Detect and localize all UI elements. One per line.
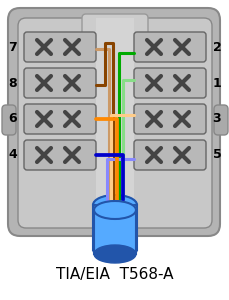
Text: TIA/EIA  T568-A: TIA/EIA T568-A <box>56 268 173 283</box>
FancyBboxPatch shape <box>82 14 147 36</box>
Ellipse shape <box>93 195 136 215</box>
FancyBboxPatch shape <box>18 18 211 228</box>
Text: 4: 4 <box>9 148 17 161</box>
Ellipse shape <box>94 245 135 263</box>
Text: 3: 3 <box>212 112 220 125</box>
Bar <box>95 18 134 228</box>
Text: 5: 5 <box>212 148 221 161</box>
Bar <box>94 210 135 254</box>
Bar <box>94 210 135 254</box>
Bar <box>82 18 147 33</box>
Text: 2: 2 <box>212 40 221 53</box>
FancyBboxPatch shape <box>24 140 95 170</box>
FancyBboxPatch shape <box>8 8 219 236</box>
FancyBboxPatch shape <box>134 140 205 170</box>
Text: 7: 7 <box>9 40 17 53</box>
Text: 1: 1 <box>212 76 221 89</box>
FancyBboxPatch shape <box>24 68 95 98</box>
FancyBboxPatch shape <box>213 105 227 135</box>
FancyBboxPatch shape <box>134 104 205 134</box>
Bar <box>93 205 136 250</box>
Text: 6: 6 <box>9 112 17 125</box>
Ellipse shape <box>94 201 135 219</box>
FancyBboxPatch shape <box>134 68 205 98</box>
FancyBboxPatch shape <box>24 32 95 62</box>
Text: 8: 8 <box>9 76 17 89</box>
FancyBboxPatch shape <box>2 105 16 135</box>
Bar <box>95 18 134 228</box>
FancyBboxPatch shape <box>24 104 95 134</box>
FancyBboxPatch shape <box>134 32 205 62</box>
Bar <box>93 205 136 250</box>
Ellipse shape <box>93 240 136 260</box>
